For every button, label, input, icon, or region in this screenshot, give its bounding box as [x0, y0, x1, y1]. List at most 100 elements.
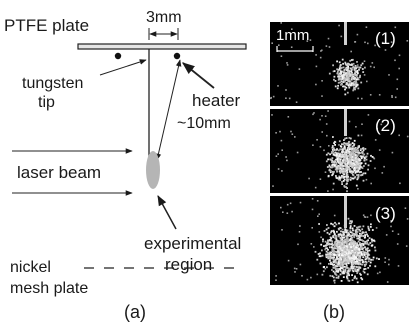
cloud-speckle — [342, 172, 344, 175]
cloud-speckle — [346, 176, 349, 178]
cloud-speckle — [328, 168, 331, 171]
cloud-speckle — [346, 259, 349, 261]
cloud-speckle — [356, 266, 358, 269]
cloud-speckle — [354, 84, 357, 86]
cloud-speckle — [349, 230, 352, 233]
cloud-speckle — [365, 231, 367, 234]
cloud-speckle — [337, 257, 339, 260]
cloud-speckle — [339, 156, 342, 159]
cloud-speckle — [336, 158, 339, 161]
cloud-speckle — [333, 142, 335, 144]
cloud-speckle — [350, 158, 353, 161]
cloud-speckle — [344, 88, 346, 91]
cloud-speckle — [354, 257, 357, 260]
cloud-speckle — [346, 182, 348, 185]
cloud-speckle — [343, 169, 345, 172]
cloud-speckle — [338, 77, 341, 79]
cloud-speckle — [340, 83, 342, 86]
cloud-speckle — [348, 86, 351, 89]
cloud-speckle — [336, 68, 338, 71]
cloud-speckle — [349, 143, 352, 146]
cloud-speckle — [359, 239, 362, 241]
schematic-panel: PTFE plate 3mm tungsten tip heater ~10mm… — [4, 9, 247, 322]
cloud-speckle — [327, 248, 329, 251]
cloud-speckle — [367, 243, 370, 246]
noise-speckle — [289, 202, 292, 205]
noise-speckle — [348, 120, 351, 123]
cloud-speckle — [341, 243, 343, 245]
cloud-speckle — [342, 165, 344, 167]
cloud-speckle — [368, 237, 371, 239]
cloud-speckle — [336, 72, 339, 75]
cloud-speckle — [355, 169, 357, 172]
cloud-speckle — [351, 74, 353, 76]
cloud-speckle — [364, 246, 366, 249]
cloud-speckle — [342, 263, 344, 265]
cloud-speckle — [355, 246, 358, 249]
noise-speckle — [285, 156, 287, 158]
cloud-speckle — [342, 62, 344, 65]
noise-speckle — [361, 123, 363, 125]
cloud-speckle — [337, 227, 340, 230]
cloud-speckle — [332, 152, 335, 155]
noise-speckle — [406, 135, 409, 138]
cloud-speckle — [339, 145, 342, 147]
cloud-speckle — [353, 165, 356, 167]
cloud-speckle — [328, 72, 331, 75]
cloud-speckle — [341, 264, 344, 267]
cloud-speckle — [321, 249, 323, 252]
cloud-speckle — [354, 150, 357, 152]
cloud-speckle — [352, 177, 355, 180]
cloud-speckle — [336, 157, 339, 160]
cloud-speckle — [350, 256, 353, 259]
noise-speckle — [299, 225, 301, 227]
cloud-speckle — [350, 70, 353, 73]
cloud-speckle — [366, 251, 368, 254]
cloud-speckle — [328, 164, 331, 167]
cloud-speckle — [335, 261, 338, 264]
cloud-speckle — [343, 69, 346, 71]
cloud-speckle — [338, 177, 341, 179]
cloud-speckle — [351, 261, 354, 264]
cloud-speckle — [332, 163, 334, 166]
cloud-speckle — [342, 180, 345, 182]
cloud-speckle — [352, 157, 354, 160]
cloud-speckle — [331, 275, 334, 278]
cloud-speckle — [342, 270, 345, 273]
noise-speckle — [312, 113, 314, 116]
noise-speckle — [365, 26, 368, 28]
cloud-speckle — [338, 61, 341, 64]
cloud-speckle — [339, 264, 341, 267]
cloud-speckle — [354, 241, 356, 243]
cloud-speckle — [359, 165, 362, 168]
cloud-speckle — [341, 74, 343, 77]
cloud-speckle — [348, 233, 350, 236]
cloud-speckle — [333, 261, 335, 264]
cloud-speckle — [332, 252, 334, 255]
cloud-speckle — [354, 159, 357, 162]
noise-speckle — [271, 42, 273, 44]
cloud-speckle — [351, 254, 354, 257]
cloud-speckle — [338, 68, 341, 70]
cloud-speckle — [335, 177, 338, 179]
cloud-speckle — [352, 242, 354, 245]
tungsten-label-line1: tungsten — [22, 75, 83, 92]
cloud-speckle — [354, 242, 357, 244]
cloud-speckle — [334, 244, 336, 247]
cloud-speckle — [341, 183, 343, 185]
cloud-speckle — [342, 77, 345, 80]
cloud-speckle — [339, 242, 341, 245]
cloud-speckle — [353, 168, 356, 171]
cloud-speckle — [336, 160, 339, 163]
noise-speckle — [374, 44, 376, 47]
cloud-speckle — [345, 235, 348, 237]
cloud-speckle — [351, 177, 354, 180]
cloud-speckle — [343, 246, 346, 249]
cloud-speckle — [344, 137, 346, 140]
cloud-speckle — [349, 156, 352, 159]
noise-speckle — [311, 227, 313, 229]
cloud-speckle — [346, 166, 349, 168]
cloud-speckle — [355, 235, 358, 238]
cloud-speckle — [351, 227, 354, 230]
cloud-speckle — [365, 263, 367, 266]
